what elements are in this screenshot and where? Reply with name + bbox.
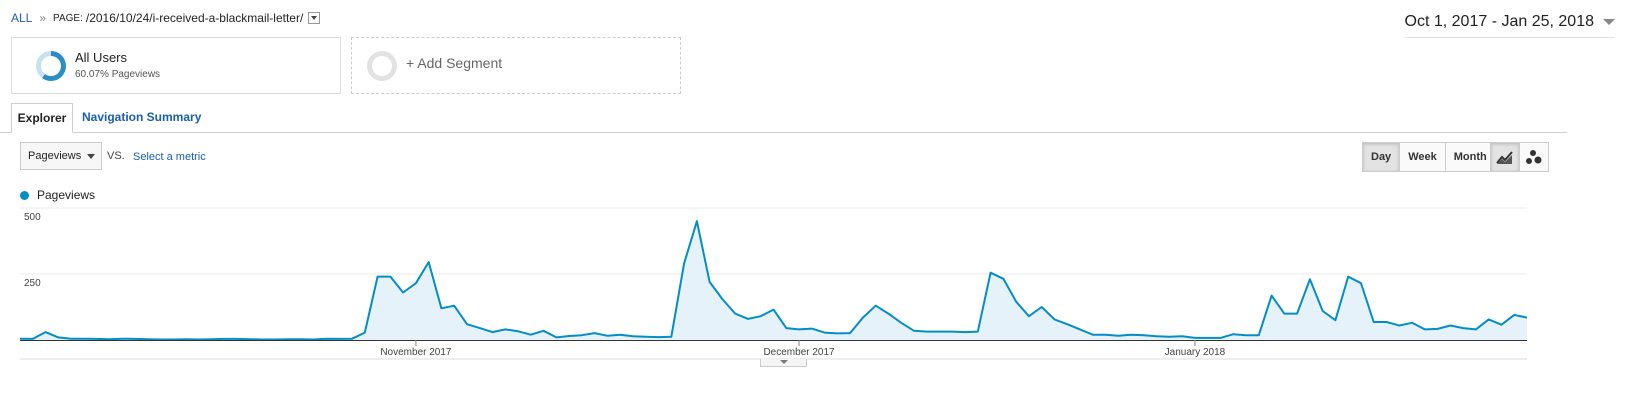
y-tick-label: 500 [24,212,41,223]
segment-all-users[interactable]: All Users 60.07% Pageviews [11,37,341,94]
breadcrumb-dimension-label: PAGE: [53,12,83,24]
tab-navigation-summary[interactable]: Navigation Summary [82,110,202,124]
pageviews-line [19,220,1528,341]
segment-donut-icon [36,51,66,81]
breadcrumb-page-path: /2016/10/24/i-received-a-blackmail-lette… [85,11,304,25]
select-metric-link[interactable]: Select a metric [133,151,206,163]
y-tick-label: 250 [24,278,41,289]
x-tick-label: December 2017 [763,347,835,358]
legend-dot-icon [20,190,29,200]
date-range-picker[interactable]: Oct 1, 2017 - Jan 25, 2018 [1404,13,1615,38]
breadcrumb-all-link[interactable]: ALL [11,11,33,25]
line-chart-button[interactable] [1491,143,1520,171]
date-range-text: Oct 1, 2017 - Jan 25, 2018 [1404,13,1594,30]
breadcrumb-separator: » [39,11,47,25]
x-tick-label: November 2017 [380,347,452,358]
motion-chart-icon [1526,150,1542,164]
add-segment-label: + Add Segment [406,55,503,71]
breadcrumb-dropdown-icon[interactable] [308,12,321,24]
add-segment-button[interactable]: + Add Segment [351,37,681,94]
pageviews-area [20,221,1527,340]
chart-legend: Pageviews [20,188,95,202]
chart-collapse-handle[interactable] [760,359,807,367]
breadcrumb: ALL » PAGE: /2016/10/24/i-received-a-bla… [11,11,321,25]
month-button[interactable]: Month [1445,143,1495,171]
line-chart-icon [1496,151,1513,164]
chart-type-buttons [1490,142,1549,172]
metric-select-value: Pageviews [28,150,82,162]
vs-label: VS. [107,150,125,162]
tab-explorer[interactable]: Explorer [11,103,73,133]
metric-select[interactable]: Pageviews [20,142,102,170]
report-tabs: Explorer Navigation Summary [0,103,1567,133]
chevron-down-icon [1603,19,1615,25]
day-button[interactable]: Day [1363,143,1401,171]
motion-chart-button[interactable] [1520,143,1548,171]
granularity-buttons: Day Week Month [1362,142,1496,172]
empty-segment-icon [367,51,397,81]
pageviews-chart: 500 250 November 2017 December 2017 January … [19,207,1528,360]
segment-title: All Users [75,50,128,65]
x-tick-label: January 2018 [1165,347,1226,358]
legend-label: Pageviews [37,188,96,202]
segment-subtitle: 60.07% Pageviews [75,69,161,80]
week-button[interactable]: Week [1400,143,1446,171]
chevron-down-icon [87,154,95,159]
